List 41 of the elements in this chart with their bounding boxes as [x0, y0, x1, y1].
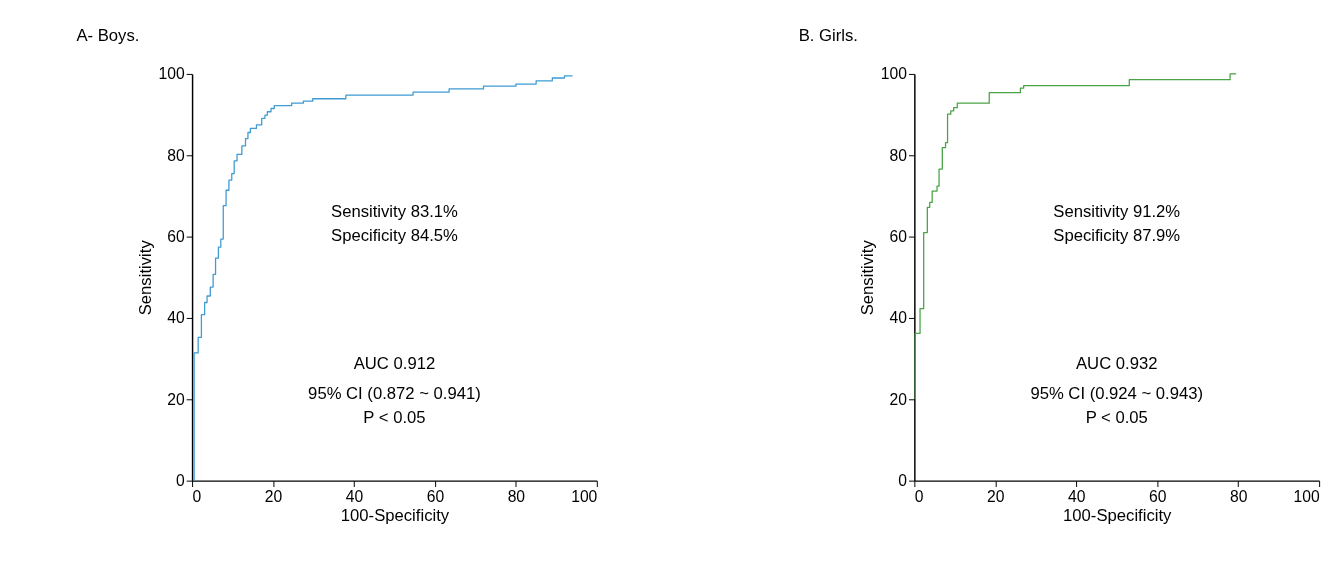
x-tick-label: 20	[264, 487, 283, 505]
x-tick-label: 0	[192, 487, 202, 505]
x-tick-label: 40	[1068, 487, 1086, 505]
annotation: P < 0.05	[1085, 407, 1148, 427]
y-tick-label: 40	[167, 309, 186, 327]
annotation: AUC 0.912	[353, 353, 436, 373]
y-tick-label: 60	[889, 228, 908, 246]
annotation: Specificity 84.5%	[331, 225, 459, 245]
annotation: Sensitivity 83.1%	[331, 202, 459, 222]
x-tick-label: 40	[345, 487, 364, 505]
x-axis-title: 100-Specificity	[1063, 506, 1173, 526]
annotation: AUC 0.932	[1076, 353, 1158, 373]
x-tick-label: 60	[1148, 487, 1167, 505]
x-tick-label: 60	[426, 487, 445, 505]
y-tick-label: 20	[167, 390, 186, 408]
y-tick-label: 0	[898, 472, 908, 490]
x-tick-label: 80	[1229, 487, 1248, 505]
y-tick-label: 0	[176, 472, 186, 490]
y-tick-label: 100	[880, 65, 908, 83]
annotation: P < 0.05	[363, 407, 426, 427]
chart-title: B. Girls.	[798, 25, 858, 45]
y-tick-label: 60	[167, 228, 186, 246]
chart-title: A- Boys.	[76, 25, 140, 45]
annotation: Specificity 87.9%	[1053, 225, 1181, 245]
x-tick-label: 100	[1293, 487, 1320, 505]
y-axis-title: Sensitivity	[858, 239, 878, 316]
line-series	[914, 73, 1237, 400]
annotation: Sensitivity 91.2%	[1053, 202, 1181, 222]
y-tick-label: 80	[889, 146, 908, 164]
y-axis-title: Sensitivity	[135, 239, 155, 316]
y-tick-label: 20	[889, 390, 908, 408]
x-tick-label: 80	[507, 487, 526, 505]
x-axis-title: 100-Specificity	[340, 506, 450, 526]
x-tick-label: 20	[987, 487, 1005, 505]
x-tick-label: 0	[914, 487, 924, 505]
y-tick-label: 100	[158, 65, 186, 83]
y-tick-label: 80	[167, 146, 186, 164]
annotation: 95% CI (0.872 ~ 0.941)	[308, 384, 481, 404]
annotation: 95% CI (0.924 ~ 0.943)	[1030, 384, 1204, 404]
y-tick-label: 40	[889, 309, 908, 327]
x-tick-label: 100	[571, 487, 598, 505]
